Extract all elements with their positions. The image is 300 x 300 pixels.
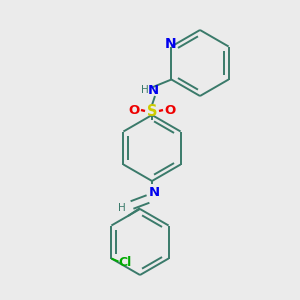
Text: H: H: [141, 85, 149, 95]
Text: N: N: [165, 38, 176, 52]
Text: Cl: Cl: [119, 256, 132, 269]
Text: O: O: [164, 103, 175, 116]
Text: O: O: [128, 103, 140, 116]
Text: S: S: [147, 104, 157, 119]
Text: N: N: [148, 185, 160, 199]
Text: H: H: [118, 203, 126, 213]
Text: N: N: [147, 83, 159, 97]
